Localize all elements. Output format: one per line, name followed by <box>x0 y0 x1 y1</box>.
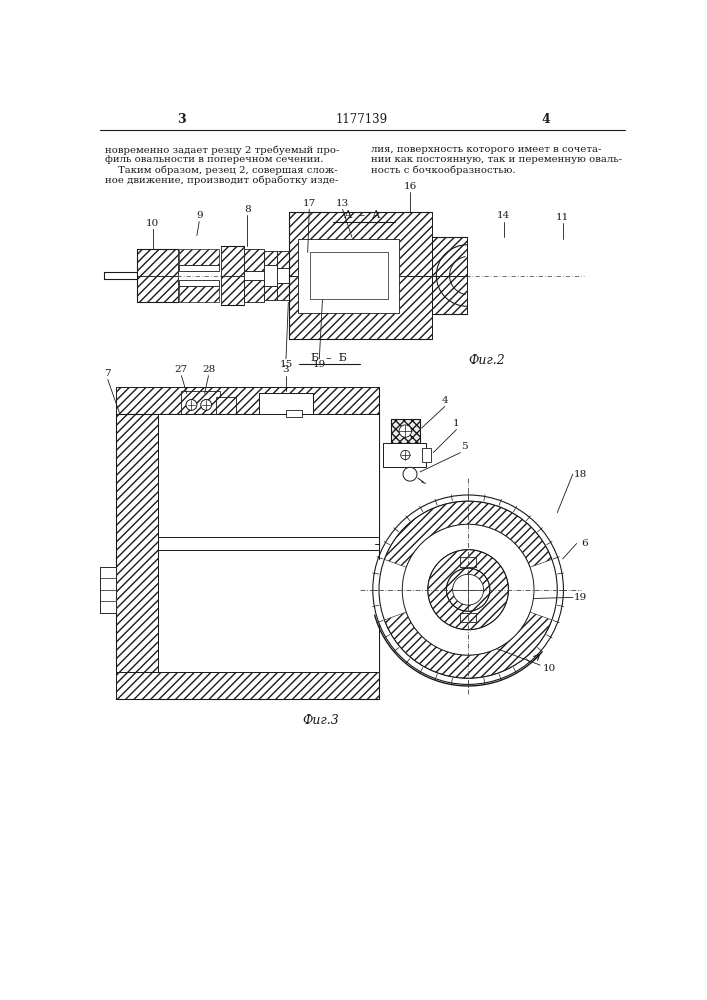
Circle shape <box>401 450 410 460</box>
Text: 6: 6 <box>581 539 588 548</box>
Bar <box>383 443 426 466</box>
Text: 16: 16 <box>404 182 416 191</box>
Bar <box>433 237 467 276</box>
Bar <box>209 282 215 299</box>
Ellipse shape <box>428 550 508 630</box>
Text: 14: 14 <box>497 211 510 220</box>
Bar <box>264 251 277 265</box>
Bar <box>421 448 431 462</box>
Text: 18: 18 <box>574 470 587 479</box>
Bar <box>264 286 277 300</box>
Text: 17: 17 <box>303 199 316 208</box>
Text: 8: 8 <box>244 205 250 214</box>
Text: 13: 13 <box>336 199 349 208</box>
Bar <box>433 276 467 314</box>
Bar <box>289 276 433 339</box>
Bar <box>277 283 289 300</box>
Bar <box>179 280 219 286</box>
Bar <box>259 393 313 405</box>
Text: 3: 3 <box>177 113 186 126</box>
Bar <box>192 282 198 299</box>
Bar <box>183 252 189 269</box>
Text: 28: 28 <box>202 365 215 374</box>
Bar <box>158 414 379 672</box>
Bar <box>289 212 433 276</box>
Bar <box>183 282 189 299</box>
Text: 5: 5 <box>461 442 467 451</box>
Bar <box>298 239 399 312</box>
Text: 4: 4 <box>442 396 448 405</box>
Text: 3: 3 <box>283 365 289 374</box>
Bar <box>310 252 387 299</box>
Bar <box>192 252 198 269</box>
Bar <box>244 280 264 302</box>
Text: 19: 19 <box>312 360 326 369</box>
Text: 4: 4 <box>542 113 550 126</box>
Text: 10: 10 <box>543 664 556 673</box>
Text: 1177139: 1177139 <box>336 113 388 126</box>
Text: ность с бочкообразностью.: ность с бочкообразностью. <box>371 165 516 175</box>
Circle shape <box>186 400 197 410</box>
Bar <box>179 249 219 265</box>
Bar <box>115 387 379 414</box>
Text: лия, поверхность которого имеет в сочета-: лия, поверхность которого имеет в сочета… <box>371 145 602 154</box>
Circle shape <box>201 400 211 410</box>
Text: Таким образом, резец 2, совершая слож-: Таким образом, резец 2, совершая слож- <box>105 165 338 175</box>
Bar <box>221 246 244 276</box>
Bar <box>460 557 476 567</box>
Bar <box>460 557 476 567</box>
Bar <box>460 613 476 622</box>
Text: нии как постоянную, так и переменную оваль-: нии как постоянную, так и переменную ова… <box>371 155 622 164</box>
Bar <box>221 276 244 305</box>
Bar <box>179 265 219 271</box>
Text: Фиг.2: Фиг.2 <box>468 354 505 367</box>
Circle shape <box>452 574 484 605</box>
Bar <box>115 672 379 699</box>
Bar <box>115 414 158 672</box>
Text: А  –  А: А – А <box>344 210 380 220</box>
Bar <box>277 268 289 283</box>
Text: 15: 15 <box>279 360 293 369</box>
Text: 9: 9 <box>196 211 202 220</box>
Bar <box>391 419 420 443</box>
Bar <box>137 249 177 276</box>
Bar <box>100 567 115 613</box>
Bar <box>209 252 215 269</box>
Text: Фиг.3: Фиг.3 <box>303 714 339 727</box>
Circle shape <box>403 467 417 481</box>
Circle shape <box>379 501 557 678</box>
Text: 1: 1 <box>453 419 460 428</box>
Bar <box>100 567 115 613</box>
Text: новременно задает резцу 2 требуемый про-: новременно задает резцу 2 требуемый про- <box>105 145 340 155</box>
Circle shape <box>402 524 534 655</box>
Bar <box>200 282 206 299</box>
Text: 11: 11 <box>556 213 569 222</box>
Bar <box>460 613 476 622</box>
Bar <box>244 271 264 280</box>
Text: 7: 7 <box>105 369 111 378</box>
Bar <box>277 251 289 268</box>
Bar <box>200 252 206 269</box>
Bar <box>286 410 301 417</box>
Text: 27: 27 <box>175 365 188 374</box>
Circle shape <box>373 495 563 684</box>
Circle shape <box>446 568 490 611</box>
Bar <box>391 419 420 443</box>
Text: 19: 19 <box>574 593 587 602</box>
Text: ное движение, производит обработку изде-: ное движение, производит обработку изде- <box>105 175 339 185</box>
Bar <box>182 391 220 414</box>
Bar <box>216 397 235 414</box>
Text: Б  –  Б: Б – Б <box>310 353 346 363</box>
Bar <box>264 265 277 286</box>
Text: 10: 10 <box>146 219 159 228</box>
Text: филь овальности в поперечном сечении.: филь овальности в поперечном сечении. <box>105 155 324 164</box>
Bar <box>137 276 177 302</box>
Bar <box>244 249 264 271</box>
Bar <box>259 393 313 414</box>
Bar <box>179 286 219 302</box>
Circle shape <box>399 425 411 437</box>
